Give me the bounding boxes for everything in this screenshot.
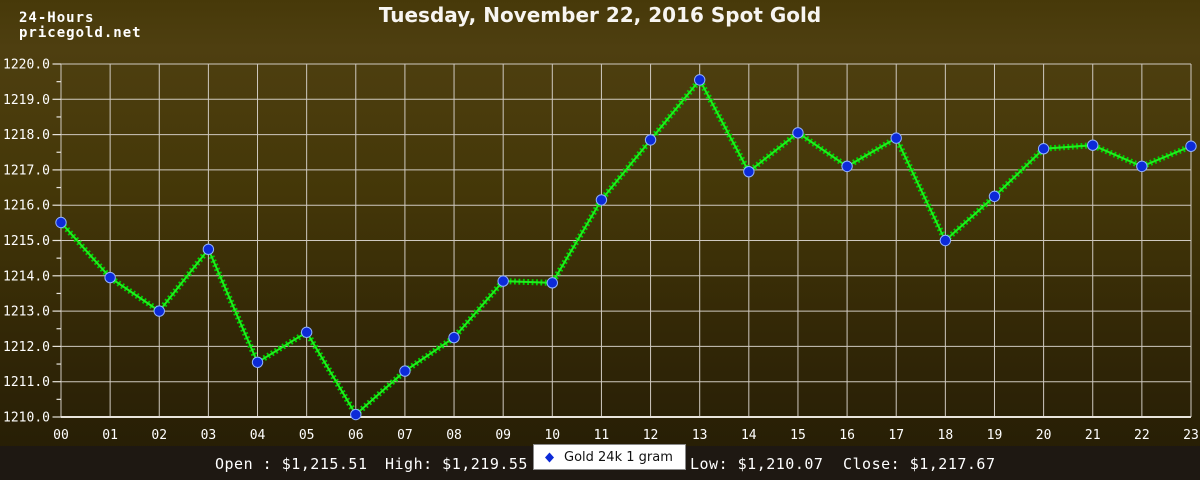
y-tick-label: 1219.0 <box>3 93 50 108</box>
spot-gold-price-chart: 1210.01211.01212.01213.01214.01215.01216… <box>3 58 1199 443</box>
data-point-marker <box>251 356 264 368</box>
data-point-marker <box>546 277 559 289</box>
x-tick-label: 19 <box>987 428 1003 443</box>
x-tick-label: 22 <box>1134 428 1150 443</box>
open-stat: Open : $1,215.51 <box>215 455 368 473</box>
x-tick-label: 10 <box>544 428 560 443</box>
price-line <box>60 78 1192 417</box>
chart-title: Tuesday, November 22, 2016 Spot Gold <box>378 3 822 27</box>
diamond-icon <box>545 452 554 462</box>
x-tick-label: 14 <box>741 428 757 443</box>
high-stat: High: $1,219.55 <box>385 455 528 473</box>
x-tick-label: 09 <box>495 428 511 443</box>
x-tick-label: 23 <box>1183 428 1199 443</box>
y-axis-ticks <box>52 63 61 418</box>
x-tick-label: 17 <box>888 428 904 443</box>
site-watermark: 24-Hours pricegold.net <box>19 11 142 41</box>
x-tick-label: 21 <box>1085 428 1101 443</box>
close-stat: Close: $1,217.67 <box>843 455 996 473</box>
y-tick-label: 1217.0 <box>3 163 50 178</box>
x-tick-label: 01 <box>102 428 118 443</box>
data-point-marker <box>743 165 755 178</box>
low-stat: Low: $1,210.07 <box>690 455 824 473</box>
y-tick-label: 1213.0 <box>3 305 50 320</box>
x-tick-label: 16 <box>839 428 855 443</box>
x-tick-label: 12 <box>643 428 659 443</box>
x-tick-label: 08 <box>446 428 462 443</box>
x-tick-label: 03 <box>201 428 217 443</box>
x-tick-label: 05 <box>299 428 315 443</box>
data-point-marker <box>153 305 165 317</box>
y-tick-label: 1215.0 <box>3 234 50 249</box>
x-tick-label: 11 <box>594 428 610 443</box>
y-tick-labels: 1210.0 1211.0 1212.0 1213.0 1214.0 1215.0 1216… <box>3 58 50 426</box>
x-tick-label: 04 <box>250 428 266 443</box>
y-tick-label: 1212.0 <box>3 340 50 355</box>
y-tick-label: 1216.0 <box>3 199 50 214</box>
y-tick-label: 1211.0 <box>3 375 50 390</box>
x-tick-label: 00 <box>53 428 69 443</box>
data-point-marker <box>104 271 116 284</box>
grid <box>60 63 1192 418</box>
data-point-marker <box>841 160 853 173</box>
x-tick-label: 07 <box>397 428 413 443</box>
legend-label: Gold 24k 1 gram <box>564 449 673 465</box>
price-line-hatch <box>58 74 1193 420</box>
data-point-marker <box>1037 143 1050 155</box>
x-tick-labels: 00 01 02 03 04 05 06 07 08 09 10 11 12 13 14 15 16 17 18 19… <box>53 428 1199 443</box>
legend-box: Gold 24k 1 gram <box>533 444 686 470</box>
data-point-marker <box>399 365 411 377</box>
data-point-marker <box>644 134 657 146</box>
data-point-marker <box>693 74 706 86</box>
watermark-line1: 24-Hours <box>19 10 95 26</box>
data-point-marker <box>1087 139 1099 151</box>
x-tick-label: 02 <box>151 428 167 443</box>
y-tick-label: 1214.0 <box>3 269 50 284</box>
data-point-marker <box>202 243 215 256</box>
x-tick-label: 13 <box>692 428 708 443</box>
watermark-line2: pricegold.net <box>19 25 142 41</box>
data-point-marker <box>792 127 804 139</box>
data-point-marker <box>1185 140 1197 152</box>
y-tick-label: 1220.0 <box>3 58 50 73</box>
x-tick-label: 06 <box>348 428 364 443</box>
data-point-marker <box>350 408 362 421</box>
data-point-marker <box>595 194 608 206</box>
data-point-marker <box>448 331 460 344</box>
footer-stats-bar: Open : $1,215.51 High: $1,219.55 Gold 24… <box>0 444 1200 480</box>
y-tick-label: 1218.0 <box>3 128 50 143</box>
data-point-marker <box>988 190 1001 203</box>
data-point-marker <box>939 234 952 247</box>
data-point-marker <box>890 132 902 144</box>
data-point-marker <box>497 275 509 287</box>
data-point-marker <box>55 216 67 229</box>
data-point-markers <box>55 74 1197 421</box>
y-tick-label: 1210.0 <box>3 411 50 426</box>
x-tick-label: 15 <box>790 428 806 443</box>
x-tick-label: 18 <box>938 428 954 443</box>
x-tick-label: 20 <box>1036 428 1052 443</box>
data-point-marker <box>1136 160 1148 173</box>
data-point-marker <box>300 326 313 338</box>
